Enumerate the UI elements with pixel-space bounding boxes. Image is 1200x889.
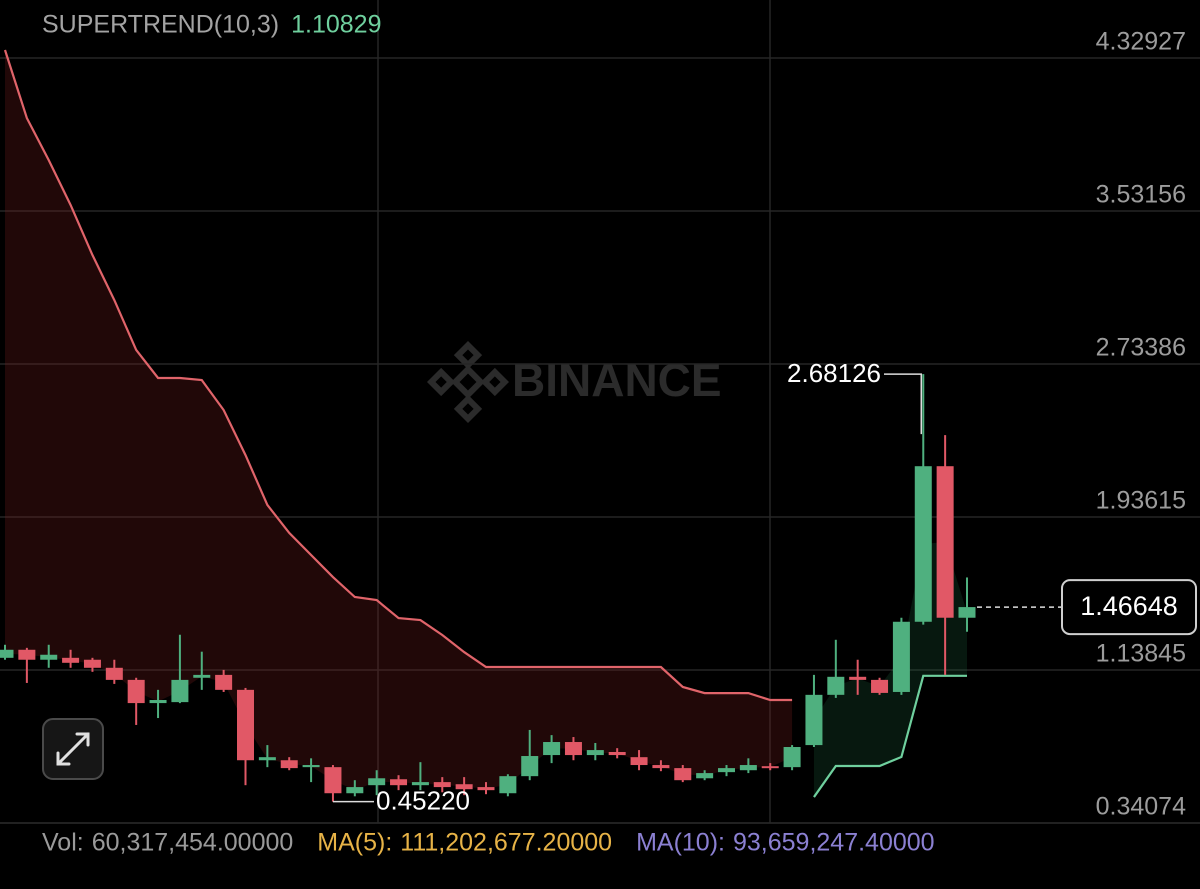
candle-body [302, 765, 320, 768]
candle-body [324, 767, 342, 794]
candle-body [892, 621, 910, 692]
candle-body [40, 654, 58, 660]
candle-body [761, 766, 779, 769]
expand-button[interactable] [42, 718, 104, 780]
candle-body [62, 657, 80, 663]
candle-body [849, 676, 867, 680]
candle-body [871, 679, 889, 693]
candle-body [411, 782, 429, 786]
candle-body [805, 694, 823, 746]
current-price: 1.46648 [1080, 591, 1178, 621]
y-tick-label: 3.53156 [1096, 181, 1186, 209]
candle-body [215, 674, 233, 690]
candle-body [696, 773, 714, 779]
candle-body [499, 776, 517, 794]
candle-body [455, 784, 473, 790]
volume-label: MA(5): [317, 829, 392, 857]
watermark-text: BINANCE [512, 354, 722, 406]
high-label: 2.68126 [787, 358, 881, 388]
candle-body [783, 747, 801, 768]
candle-body [433, 782, 451, 788]
supertrend-line [813, 674, 967, 798]
trend-fill [5, 50, 793, 791]
volume-label: Vol: [42, 829, 84, 857]
y-tick-label: 1.93615 [1096, 487, 1186, 515]
watermark: BINANCE [426, 340, 722, 424]
candle-body [105, 667, 123, 680]
y-tick-label: 4.32927 [1096, 28, 1186, 56]
candle-body [346, 787, 364, 794]
indicator-name: SUPERTREND(10,3) [42, 11, 279, 39]
candle-body [914, 466, 932, 622]
candle-body [652, 765, 670, 769]
candle-body [171, 679, 189, 703]
candle-body [0, 649, 14, 658]
candle-body [521, 756, 539, 777]
candle-body [390, 779, 408, 786]
candle-body [543, 742, 561, 756]
candle-body [368, 778, 386, 786]
candle-body [718, 768, 735, 773]
candle-body [477, 787, 495, 791]
candle-body [127, 679, 145, 704]
volume-label: MA(10): [636, 829, 725, 857]
candle-body [149, 700, 167, 704]
candle-body [936, 466, 954, 618]
y-tick-label: 1.13845 [1096, 640, 1186, 668]
candle-body [739, 765, 757, 771]
candle-body [237, 689, 254, 761]
candle-body [674, 768, 692, 781]
indicator-value: 1.10829 [291, 11, 381, 39]
low-label: 0.45220 [376, 786, 470, 816]
y-tick-label: 2.73386 [1096, 334, 1186, 362]
candle-body [564, 742, 582, 756]
candle-body [258, 757, 276, 761]
candle-body [586, 750, 604, 756]
candle-body [608, 751, 626, 756]
candle-body [18, 649, 36, 660]
candle-body [958, 607, 976, 618]
volume-value: 60,317,454.00000 [92, 829, 294, 857]
volume-value: 111,202,677.20000 [400, 829, 612, 857]
volume-value: 93,659,247.40000 [733, 829, 935, 857]
y-tick-label: 0.34074 [1096, 793, 1186, 821]
candle-body [630, 757, 648, 766]
candle-body [827, 676, 845, 695]
high-leader [884, 373, 923, 435]
supertrend-line [3, 49, 793, 702]
candle-body [280, 760, 298, 769]
candle-body [83, 659, 101, 668]
price-box [1061, 579, 1197, 636]
candle-body [193, 674, 211, 678]
